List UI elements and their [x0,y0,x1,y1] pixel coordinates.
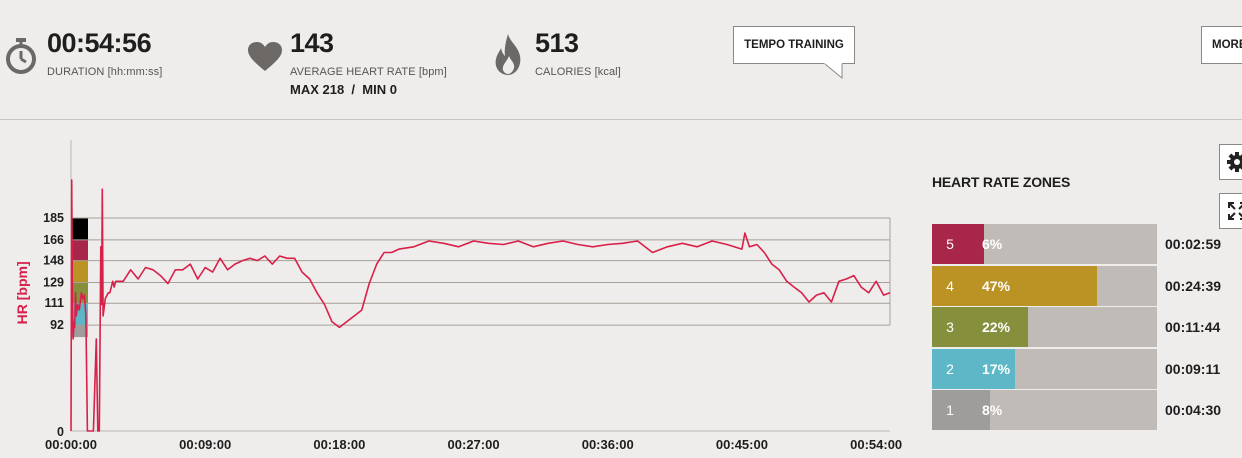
zone-bar-fill [968,224,985,264]
stopwatch-icon [6,38,36,74]
zone-band-6 [72,218,88,240]
duration-value: 00:54:56 [47,28,152,58]
zone-row-2: 2 17% [932,348,1157,389]
zone-number: 1 [932,390,968,430]
y-tick-label: 0 [57,425,64,439]
gear-icon [1227,152,1242,172]
zone-bar-fill [968,265,1097,306]
heart-rate-line [70,179,891,432]
zone-number: 5 [932,224,968,264]
training-type-button[interactable]: TEMPO TRAINING [733,26,855,64]
zone-percent: 47% [982,277,1011,294]
y-tick-label: 129 [43,275,64,289]
zone-bar-fill [968,348,1015,389]
y-tick-label: 92 [50,318,64,332]
heart-rate-max-min: MAX 218 / MIN 0 [290,82,397,97]
heart-rate-value: 143 [290,28,334,58]
tooltip-pointer [824,63,843,80]
zone-number: 2 [932,348,968,389]
flame-icon [495,34,521,75]
zone-time: 00:24:39 [1165,277,1222,294]
more-button[interactable]: MORE [1201,26,1242,64]
x-tick-label: 00:27:00 [448,437,500,452]
y-tick-label: 148 [43,254,64,268]
calories-stat: 513 CALORIES [kcal] [490,28,690,88]
y-tick-label: 111 [45,296,65,310]
heart-rate-zones-title: HEART RATE ZONES [932,174,1071,190]
heart-rate-stat: 143 AVERAGE HEART RATE [bpm] MAX 218 / M… [245,28,485,103]
x-tick-label: 00:45:00 [716,437,768,452]
y-axis-label: HR [bpm] [14,261,30,324]
zone-row-3: 3 22% [932,307,1157,347]
header-divider [0,119,1242,120]
y-tick-label: 185 [43,211,64,225]
settings-button[interactable] [1219,144,1242,180]
zone-percent: 8% [982,402,1003,418]
zone-percent: 17% [982,360,1011,377]
zone-number: 4 [932,265,968,306]
heart-rate-label: AVERAGE HEART RATE [bpm] [290,66,447,78]
zone-bar-fill [968,390,990,430]
zone-bar-fill [968,307,1029,347]
zone-time: 00:11:44 [1165,319,1221,335]
expand-button[interactable] [1219,193,1242,229]
expand-icon [1228,202,1242,220]
zone-band-4 [72,260,88,283]
zone-row-5: 5 6% [932,224,1157,264]
x-tick-label: 00:54:00 [850,437,902,452]
duration-stat: 00:54:56 DURATION [hh:mm:ss] [0,28,230,88]
x-tick-label: 00:09:00 [179,437,231,452]
zone-percent: 6% [982,236,1003,252]
heart-rate-chart: 0 92 111 129 148 166 185 00:00:00 00:09:00 00:18:… [14,140,902,452]
duration-label: DURATION [hh:mm:ss] [47,66,163,78]
zone-time: 00:09:11 [1165,360,1221,377]
y-tick-label: 166 [43,233,64,247]
calories-label: CALORIES [kcal] [535,66,621,78]
heart-icon [248,42,282,71]
zone-percent: 22% [982,319,1011,335]
zone-band-5 [72,239,88,261]
zone-row-4: 4 47% [932,265,1157,306]
x-tick-label: 00:36:00 [582,437,634,452]
zone-number: 3 [932,307,968,347]
zone-row-1: 1 8% [932,390,1157,430]
zone-band-1 [72,325,88,338]
calories-value: 513 [535,28,579,58]
x-tick-label: 00:00:00 [45,437,97,452]
x-tick-label: 00:18:00 [313,437,365,452]
zone-time: 00:04:30 [1165,402,1222,418]
zone-time: 00:02:59 [1165,236,1222,252]
